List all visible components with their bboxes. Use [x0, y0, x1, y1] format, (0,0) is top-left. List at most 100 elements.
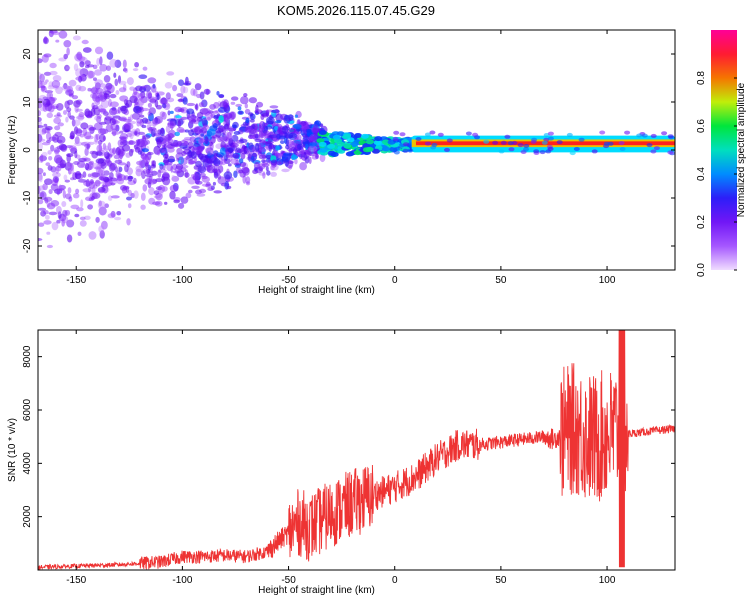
- heatmap-cell: [50, 166, 57, 173]
- heatmap-cell: [185, 192, 192, 199]
- heatmap-cell: [56, 145, 64, 150]
- heatmap-xtick-label: 0: [392, 275, 398, 286]
- heatmap-cell: [192, 89, 198, 97]
- heatmap-cell: [319, 153, 326, 163]
- heatmap-cell: [121, 186, 128, 194]
- heatmap-cell: [161, 186, 168, 192]
- heatmap-cell: [650, 149, 657, 154]
- heatmap-cell: [46, 139, 51, 143]
- heatmap-cell: [42, 37, 49, 45]
- heatmap-cell: [38, 167, 44, 175]
- heatmap-cell: [201, 117, 208, 127]
- heatmap-cell: [79, 133, 85, 138]
- heatmap-cell: [104, 151, 110, 160]
- heatmap-cell: [83, 131, 92, 140]
- heatmap-cell: [212, 110, 219, 114]
- heatmap-cell: [80, 199, 84, 209]
- heatmap-cell: [65, 116, 69, 123]
- heatmap-cell: [195, 125, 204, 135]
- heatmap-cell: [47, 84, 54, 90]
- heatmap-cell: [52, 75, 62, 82]
- heatmap-cell: [125, 99, 133, 108]
- colorbar-tick-label: 0.0: [696, 263, 707, 277]
- heatmap-cell: [77, 56, 86, 62]
- heatmap-cell: [82, 188, 91, 193]
- heatmap-cell: [111, 195, 120, 199]
- heatmap-cell: [191, 185, 200, 189]
- heatmap-cell: [142, 184, 148, 192]
- heatmap-cell: [121, 144, 131, 152]
- heatmap-xtick-label: 50: [495, 275, 507, 286]
- heatmap-cell: [212, 123, 218, 129]
- heatmap-cell: [79, 60, 85, 68]
- heatmap-cell: [287, 141, 297, 147]
- heatmap-cell: [66, 145, 73, 149]
- heatmap-cell: [283, 114, 291, 124]
- snr-ylabel: SNR (10 * v/v): [7, 418, 18, 482]
- heatmap-cell: [110, 210, 116, 218]
- heatmap-cell: [573, 147, 580, 151]
- heatmap-cell: [244, 103, 248, 109]
- heatmap-cell: [48, 189, 53, 195]
- heatmap-cell: [122, 83, 127, 91]
- heatmap-cell: [69, 135, 75, 140]
- heatmap-cell: [366, 139, 374, 145]
- heatmap-cell: [149, 98, 157, 104]
- heatmap-cell: [206, 128, 216, 136]
- heatmap-cell: [446, 138, 453, 143]
- heatmap-cell: [46, 112, 53, 119]
- heatmap-cell: [298, 150, 303, 160]
- heatmap-cell: [239, 138, 248, 143]
- heatmap-cell: [178, 202, 185, 209]
- heatmap-cell: [44, 197, 49, 204]
- heatmap-xtick-label: -50: [281, 275, 296, 286]
- heatmap-cell: [183, 141, 188, 146]
- heatmap-cell: [54, 125, 61, 131]
- heatmap-cell: [46, 92, 51, 99]
- heatmap-cell: [146, 151, 154, 156]
- heatmap-cell: [146, 176, 154, 181]
- heatmap-cell: [190, 151, 197, 159]
- heatmap-cell: [167, 137, 174, 144]
- heatmap-cell: [75, 68, 84, 78]
- heatmap-cell: [389, 146, 398, 152]
- heatmap-cell: [178, 129, 187, 133]
- heatmap-cell: [129, 86, 135, 91]
- heatmap-cell: [254, 131, 258, 139]
- heatmap-cell: [103, 151, 108, 157]
- heatmap-ytick-label: 0: [22, 147, 33, 153]
- heatmap-cell: [183, 86, 189, 94]
- heatmap-cell: [308, 151, 317, 156]
- heatmap-cell: [84, 143, 91, 149]
- heatmap-cell: [162, 176, 171, 186]
- heatmap-cell: [263, 130, 270, 136]
- heatmap-cell: [299, 162, 307, 171]
- heatmap-cell: [265, 140, 274, 144]
- chart-title: KOM5.2026.115.07.45.G29: [277, 3, 435, 18]
- heatmap-cell: [88, 231, 97, 240]
- heatmap-blobs: [38, 30, 675, 249]
- heatmap-cell: [545, 149, 552, 154]
- heatmap-cell: [38, 172, 43, 181]
- heatmap-cell: [245, 117, 250, 124]
- heatmap-cell: [75, 99, 83, 105]
- heatmap-cell: [309, 142, 318, 147]
- heatmap-cell: [218, 115, 224, 123]
- heatmap-ytick-label: -10: [22, 190, 33, 205]
- heatmap-cell: [136, 121, 141, 127]
- heatmap-cell: [135, 85, 143, 92]
- heatmap-cell: [139, 161, 147, 167]
- colorbar-tick-label: 0.6: [696, 119, 707, 133]
- heatmap-cell: [114, 59, 122, 68]
- heatmap-ytick-label: -20: [22, 238, 33, 253]
- heatmap-cell: [245, 176, 251, 184]
- heatmap-cell: [206, 160, 214, 164]
- heatmap-cell: [68, 167, 72, 175]
- heatmap-cell: [48, 211, 58, 216]
- heatmap-cell: [188, 160, 197, 164]
- heatmap-cell: [50, 105, 58, 110]
- heatmap-cell: [75, 76, 84, 81]
- heatmap-cell: [245, 181, 251, 186]
- heatmap-cell: [287, 127, 296, 134]
- heatmap-cell: [213, 171, 219, 179]
